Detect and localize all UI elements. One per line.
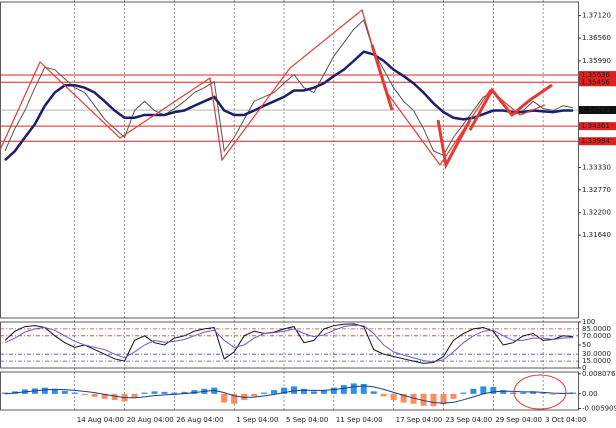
histogram-bar [500,390,507,394]
histogram-bar [510,392,517,394]
histogram-bar [231,393,238,404]
series-line [4,323,574,364]
histogram-bar [450,393,457,399]
histogram-bar [470,388,477,394]
histogram-bar [520,392,527,394]
histogram-bar [440,393,447,405]
y-tick-label: 1.32200 [582,209,611,217]
histogram-bar [380,393,387,397]
histogram-bar [480,386,487,394]
price-level-box [579,122,616,131]
price-level-box [579,71,616,80]
current-price-box [579,106,616,115]
price-level-label: 1.33984 [581,137,610,145]
x-tick-label: 29 Sep 04:00 [495,416,542,424]
y-tick-label: 0 [582,364,586,372]
histogram-bar [390,393,397,401]
histogram-bar [251,393,258,397]
histogram-bar [71,392,78,394]
histogram-bar [490,386,497,394]
histogram-bar [261,392,268,394]
histogram-bar [191,390,198,394]
x-tick-label: 23 Sep 04:00 [445,416,492,424]
x-tick-label: 17 Sep 04:00 [396,416,443,424]
histogram-bar [350,383,357,394]
histogram-bar [271,390,278,394]
price-level-label: 1.34361 [581,122,610,130]
y-tick-label: 1.36560 [582,34,611,42]
histogram-bar [281,387,288,394]
histogram-bar [141,392,148,394]
histogram-bar [550,393,557,395]
x-tick-label: 11 Sep 04:00 [336,416,383,424]
y-tick-label: 1.37120 [582,12,611,20]
level-label: 15.0000 [582,357,611,365]
histogram-bar [430,393,437,407]
histogram-bar [460,392,467,394]
level-label: 70.0000 [582,332,611,340]
histogram-bar [370,391,377,394]
price-level-label: 1.35636 [581,71,610,79]
histogram-bar [51,388,58,394]
histogram-bar [290,386,297,394]
x-tick-label: 14 Aug 04:00 [77,416,124,424]
histogram-bar [1,392,8,394]
series-line [4,19,574,157]
arrow [468,83,553,131]
y-tick-label: 1.35990 [582,57,611,65]
y-tick-label: 1.33330 [582,163,611,171]
y-tick-label: 100 [582,318,595,326]
x-tick-label: 26 Aug 04:00 [176,416,223,424]
y-tick-label: 1.32770 [582,186,611,194]
price-level-label: 1.35456 [581,78,610,86]
histogram-bar [61,390,68,394]
y-tick-label: 0.00 [582,390,598,398]
histogram-bar [420,393,427,406]
x-tick-label: 3 Oct 04:00 [545,416,586,424]
histogram-bar [540,393,547,394]
panel-frame [0,1,579,319]
x-tick-label: 20 Aug 04:00 [127,416,174,424]
price-level-box [579,137,616,146]
histogram-bar [131,393,138,398]
arrow [436,119,472,170]
histogram-bar [340,385,347,394]
histogram-bar [320,390,327,394]
highlight-circle [513,374,567,410]
histogram-bar [101,393,108,399]
histogram-bar [111,393,118,401]
histogram-bar [360,383,367,394]
y-tick-label: 50 [582,341,591,349]
histogram-bar [330,387,337,394]
histogram-bar [41,387,48,394]
histogram-bar [91,393,98,397]
histogram-bar [151,391,158,394]
histogram-bar [410,393,417,404]
annotations [0,8,567,410]
histogram-bar [181,391,188,394]
histogram-bar [400,393,407,403]
histogram-bar [530,391,537,394]
series-line [4,385,574,404]
series-line [4,324,574,363]
level-label: 30.0000 [582,350,611,358]
x-tick-label: 1 Sep 04:00 [236,416,278,424]
histogram-bar [171,392,178,394]
histogram-bar [310,391,317,394]
price-level-box [579,78,616,87]
histogram-bar [161,391,168,394]
y-tick-label: 1.31640 [582,231,611,239]
arrow [370,44,394,111]
panel-frame [0,371,579,411]
histogram-bar [221,393,228,403]
x-tick-label: 5 Sep 04:00 [286,416,328,424]
histogram-bar [81,393,88,396]
histogram-bar [300,388,307,394]
y-tick-label: 0.0080762 [582,370,616,378]
y-tick-label: -0.0059090 [582,405,616,413]
current-price-label: 1.34763 [581,106,610,114]
level-label: 85.0000 [582,325,611,333]
